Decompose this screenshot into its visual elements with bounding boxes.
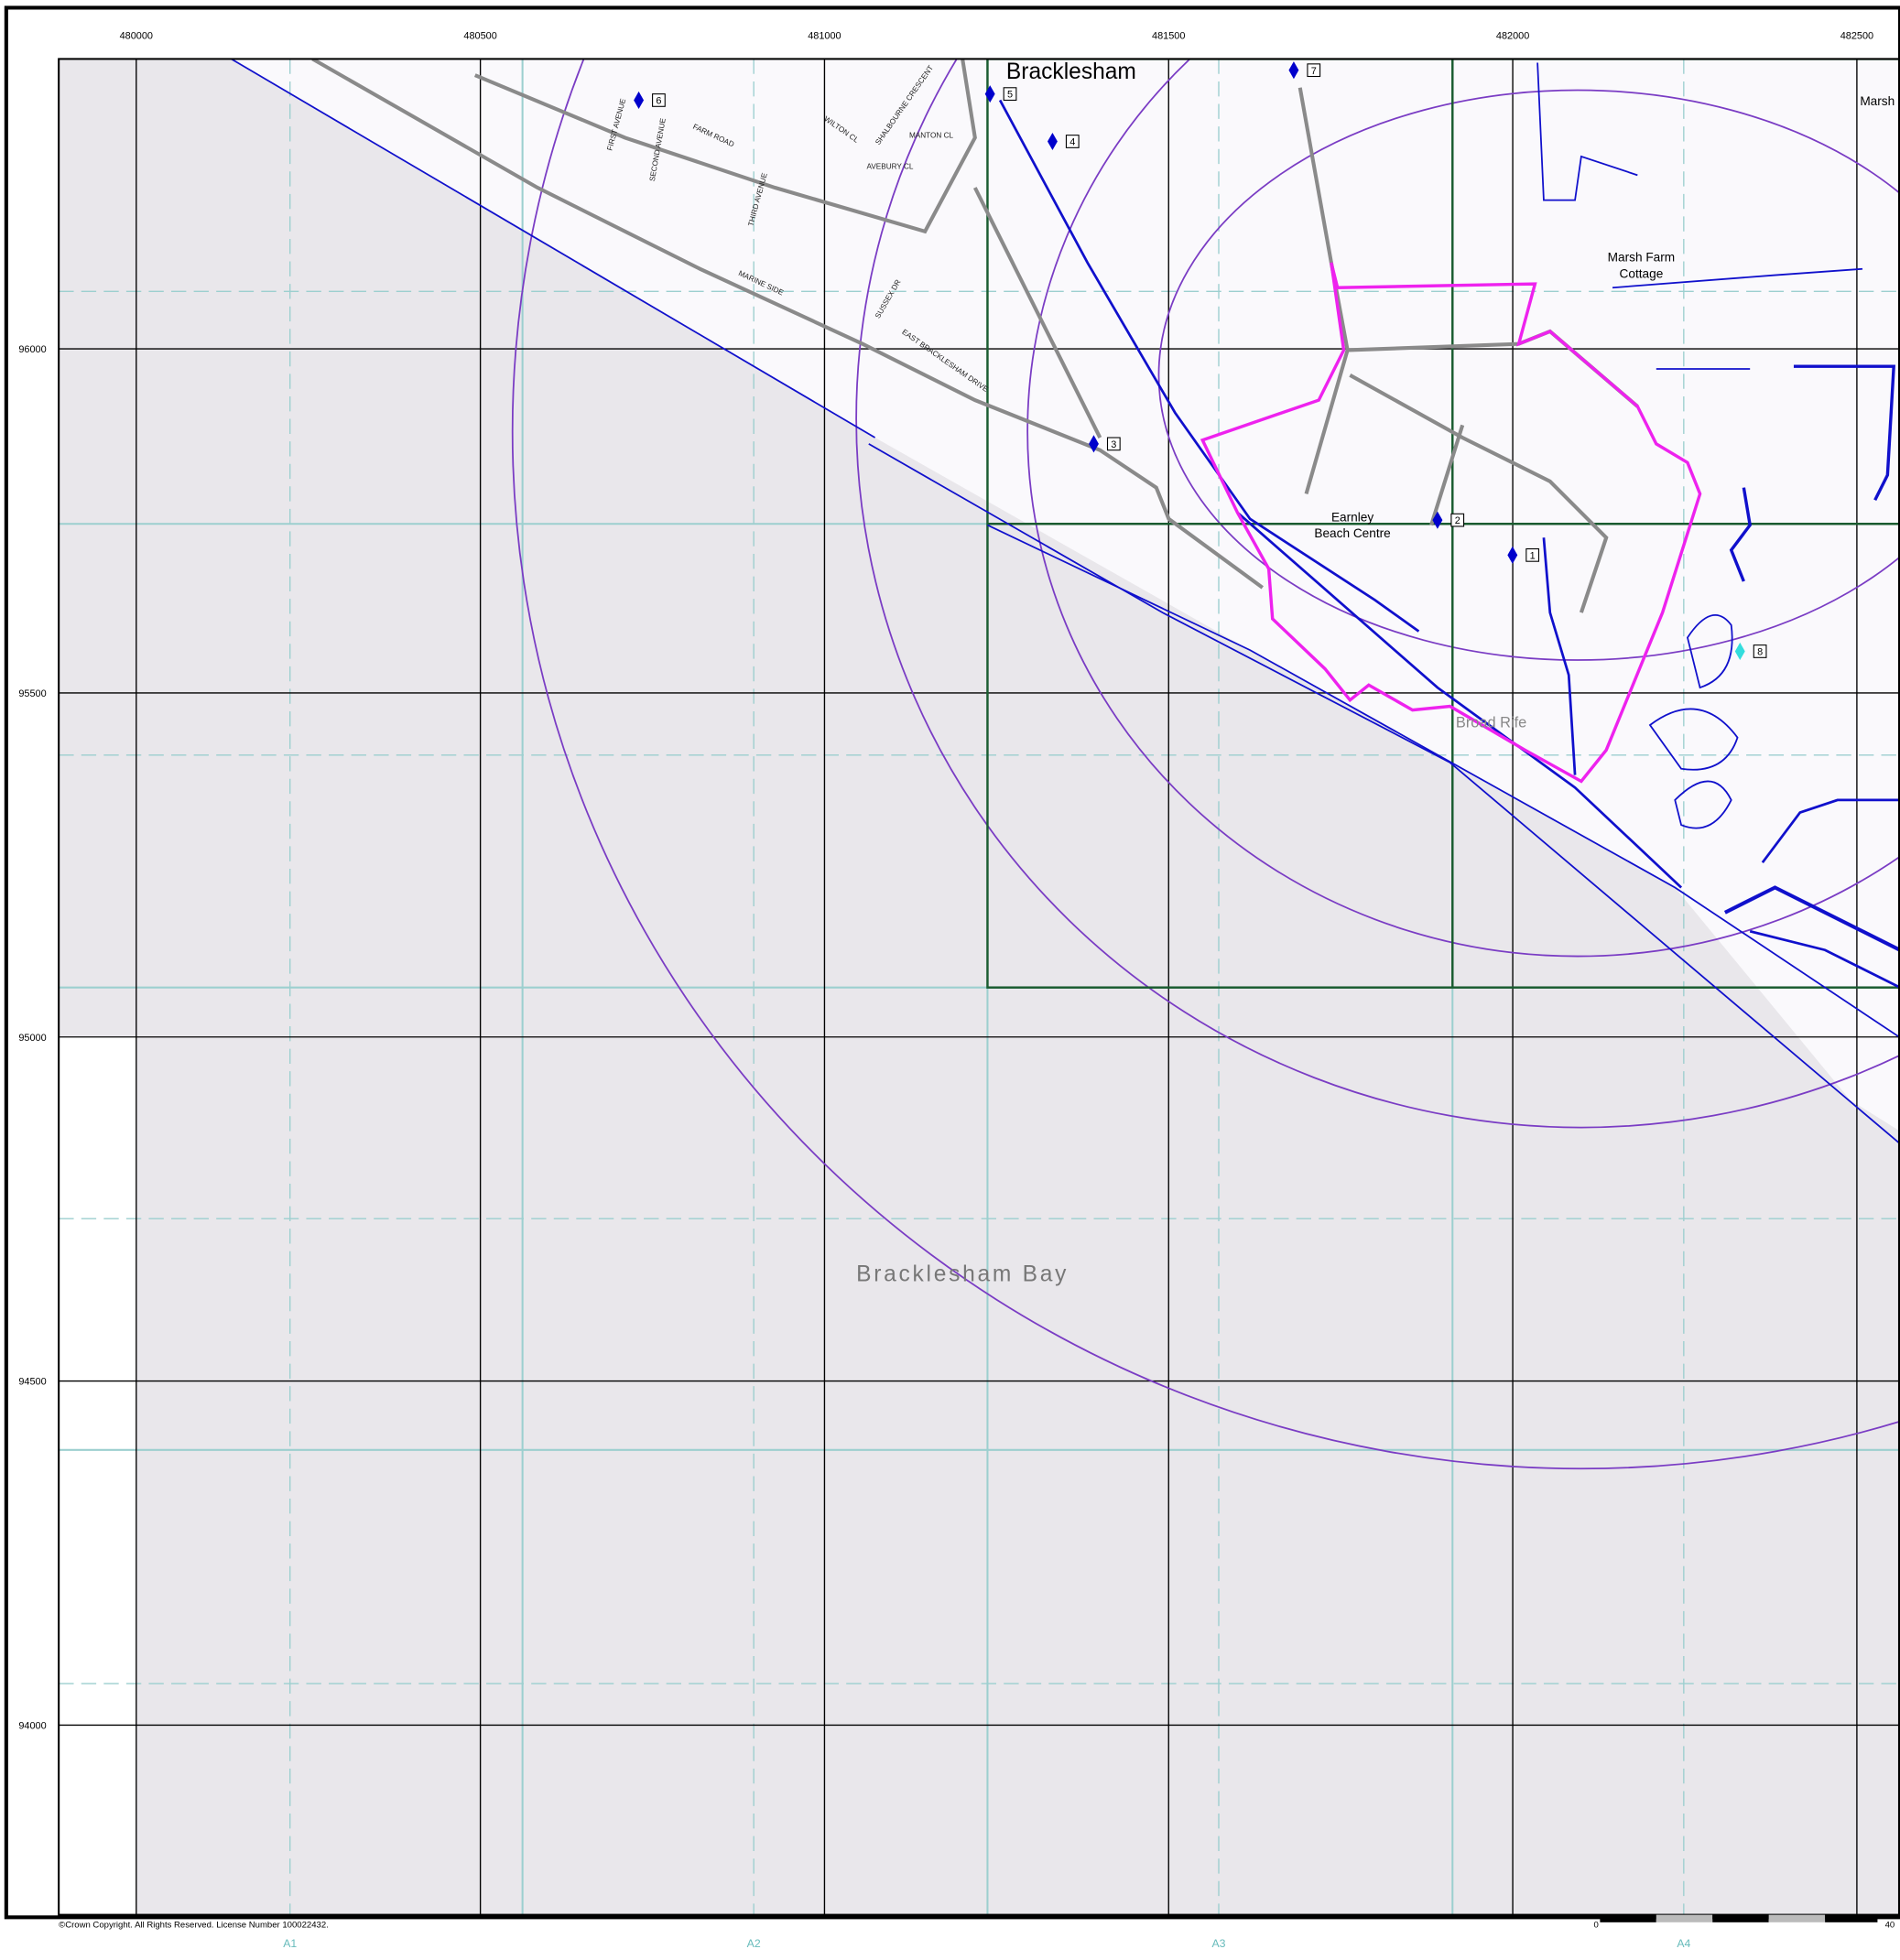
road	[1304, 349, 1350, 495]
northing-label: 96000	[18, 344, 46, 355]
stream	[1536, 62, 1638, 201]
coast	[868, 443, 1900, 1145]
scale-seg	[1656, 1914, 1713, 1922]
map-frame	[58, 58, 1900, 1916]
easting-label: 482000	[1496, 31, 1529, 42]
street-label: MANTON CL	[909, 131, 954, 139]
marker	[1734, 642, 1745, 661]
pond	[1648, 708, 1739, 771]
scale-seg	[1768, 1914, 1826, 1922]
place-label: Earnley	[1331, 510, 1373, 524]
marker	[1288, 61, 1299, 80]
pond	[1686, 614, 1733, 689]
northing-label: 95500	[18, 688, 46, 699]
stream	[1793, 364, 1895, 502]
stream	[1612, 267, 1863, 289]
marker-label: 7	[1311, 66, 1317, 77]
stream	[998, 99, 1420, 633]
marker-label: 6	[656, 96, 661, 107]
margin	[59, 1035, 136, 1915]
buffers	[512, 59, 1900, 1469]
marker	[1432, 511, 1443, 529]
coast	[231, 59, 876, 439]
easting-label: 480500	[463, 31, 496, 42]
marker-box	[1525, 547, 1540, 562]
stream	[1542, 537, 1577, 775]
sheet-label: A1	[283, 1937, 297, 1950]
sheet-label: A2	[747, 1937, 761, 1950]
northing-label: 95000	[18, 1033, 46, 1044]
marker-box	[1003, 87, 1017, 101]
marker-box	[1307, 63, 1321, 78]
scale-label: 40	[1885, 1920, 1895, 1930]
street-label: AVEBURY CL	[866, 163, 913, 171]
scale-label: 0	[1594, 1920, 1599, 1930]
marker-label: 8	[1757, 647, 1763, 658]
road	[1349, 373, 1609, 613]
buffer-ring	[1026, 59, 1900, 958]
marker-box	[652, 93, 666, 107]
marker-label: 4	[1069, 137, 1075, 148]
marker	[634, 91, 645, 110]
place-label: Cottage	[1620, 266, 1664, 280]
place-label: Broad Rife	[1456, 715, 1526, 731]
pond	[1674, 780, 1732, 829]
place-label: Marsh	[1860, 94, 1895, 108]
marker-box	[1753, 644, 1767, 658]
easting-label: 481000	[808, 31, 841, 42]
northing-label: 94500	[18, 1377, 46, 1388]
northing-label: 94000	[18, 1720, 46, 1731]
land	[231, 59, 1900, 1132]
copyright: ©Crown Copyright. All Rights Reserved. L…	[59, 1920, 329, 1930]
place-label: Marsh Farm	[1608, 251, 1676, 265]
map-body	[59, 59, 1900, 1915]
place-label: Bracklesham	[1006, 60, 1136, 84]
road	[972, 187, 1102, 439]
buffer-ring	[855, 59, 1900, 1129]
marker-label: 1	[1530, 550, 1536, 561]
marker-label: 3	[1111, 439, 1116, 450]
easting-label: 480000	[120, 31, 153, 42]
easting-label: 482500	[1840, 31, 1873, 42]
marker-box	[1065, 135, 1080, 148]
marker-label: 5	[1007, 90, 1013, 101]
road	[311, 59, 1264, 590]
easting-label: 481500	[1152, 31, 1185, 42]
place-label: Bracklesham Bay	[856, 1262, 1069, 1286]
road	[473, 59, 977, 234]
scale-seg	[1825, 1914, 1878, 1922]
scale-bar: 0 40	[1594, 1914, 1895, 1930]
stream	[1749, 929, 1900, 989]
outer-frame	[4, 5, 1900, 1920]
marker-box	[1106, 437, 1121, 451]
sheet-label: A3	[1211, 1937, 1225, 1950]
marker-label: 2	[1455, 515, 1460, 526]
scale-seg	[1600, 1914, 1656, 1922]
scale-seg	[1712, 1914, 1769, 1922]
buffer-ring	[1157, 89, 1900, 661]
site-boundary	[1200, 262, 1702, 784]
road	[1429, 424, 1465, 526]
place-label: Beach Centre	[1314, 526, 1390, 540]
stream	[1761, 798, 1900, 863]
marker-box	[1450, 513, 1465, 527]
buffer-ring	[512, 59, 1900, 1469]
stream	[1729, 487, 1752, 582]
sheet-label: A4	[1677, 1937, 1690, 1950]
stream	[1723, 885, 1900, 952]
